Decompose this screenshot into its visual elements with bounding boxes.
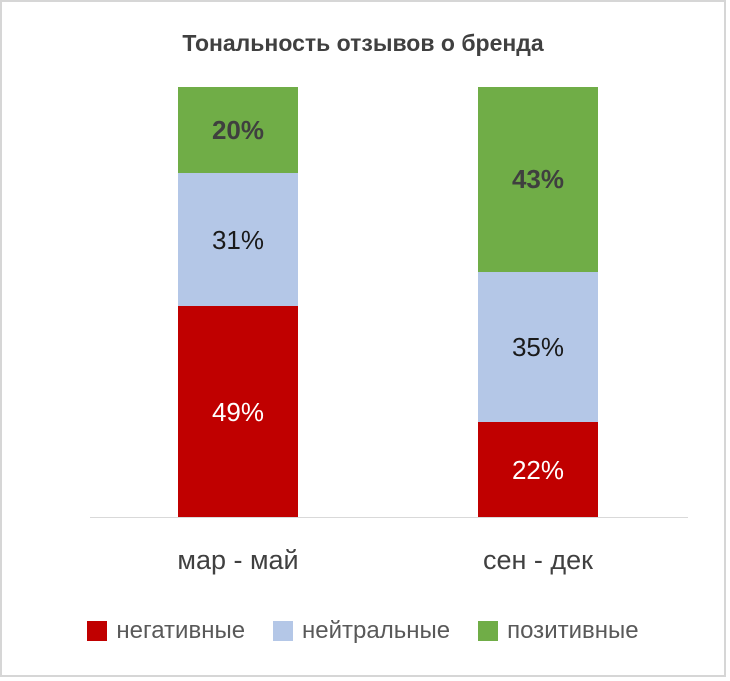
stacked-bar: 20% 31% 49% <box>178 87 298 517</box>
segment-value-label: 35% <box>511 332 565 363</box>
bar-segment-positive: 20% <box>178 87 298 173</box>
legend-label: нейтральные <box>302 617 451 644</box>
category-label: мар - май <box>177 545 299 575</box>
x-axis-line <box>90 517 688 518</box>
segment-value-label: 20% <box>211 115 265 145</box>
legend-item-positive: позитивные <box>478 617 639 645</box>
bar-segment-positive: 43% <box>478 87 598 272</box>
legend-label: позитивные <box>507 617 639 644</box>
legend-item-negative: негативные <box>87 617 245 645</box>
stacked-bar: 43% 35% 22% <box>478 87 598 517</box>
segment-value-label: 43% <box>511 164 565 195</box>
segment-value-label: 31% <box>211 224 265 255</box>
bar-segment-negative: 22% <box>478 422 598 517</box>
bar-segment-negative: 49% <box>178 306 298 517</box>
segment-value-label: 49% <box>211 396 265 427</box>
plot-area: 20% 31% 49% 43% 35% 22% <box>2 87 724 517</box>
legend-label: негативные <box>116 617 246 644</box>
category-label: сен - дек <box>482 545 593 575</box>
legend-swatch-neutral <box>273 621 294 641</box>
legend-item-neutral: нейтральные <box>273 617 450 645</box>
legend-swatch-positive <box>478 621 499 641</box>
segment-value-label: 22% <box>511 454 565 485</box>
chart-title: Тональность отзывов о бренда <box>182 30 544 56</box>
bar-segment-neutral: 31% <box>178 173 298 307</box>
legend: негативные нейтральные позитивные <box>2 617 724 645</box>
bar-segment-neutral: 35% <box>478 271 598 423</box>
legend-swatch-negative <box>87 621 108 641</box>
